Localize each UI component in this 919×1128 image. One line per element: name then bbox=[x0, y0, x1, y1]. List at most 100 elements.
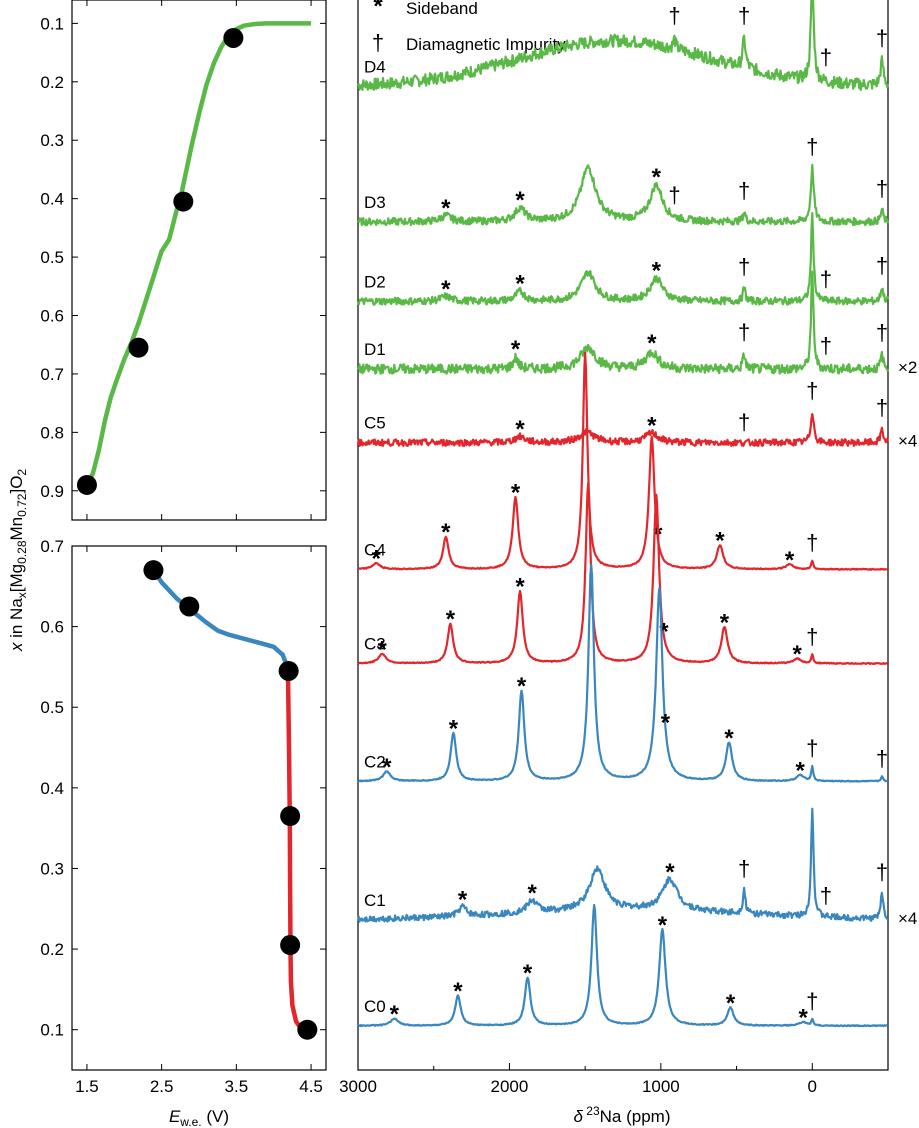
impurity-marker: † bbox=[738, 178, 750, 203]
y-tick-label: 0.9 bbox=[40, 482, 64, 501]
y-tick-label: 0.4 bbox=[40, 190, 64, 209]
impurity-marker: † bbox=[738, 320, 750, 345]
spectrum-label: D2 bbox=[364, 272, 386, 291]
spectrum-label: D3 bbox=[364, 193, 386, 212]
legend-sideband-label: Sideband bbox=[406, 0, 478, 18]
sample-point bbox=[128, 337, 149, 358]
impurity-marker: † bbox=[668, 182, 680, 207]
sideband-marker: * bbox=[652, 257, 662, 284]
y-tick-label: 0.1 bbox=[40, 1021, 64, 1040]
x-tick-label: 0 bbox=[808, 1077, 817, 1096]
y-tick-label: 0.2 bbox=[40, 940, 64, 959]
sample-point bbox=[143, 560, 164, 581]
impurity-marker: † bbox=[806, 530, 818, 555]
impurity-marker: † bbox=[876, 320, 888, 345]
nmr-spectra-chart: 3000 2000 1000 0 * Sideband † Diamagnetic Impur… bbox=[339, 0, 917, 1096]
sideband-marker: * bbox=[795, 757, 805, 784]
sample-point bbox=[278, 660, 299, 681]
sideband-marker: * bbox=[515, 187, 525, 214]
sideband-marker: * bbox=[652, 164, 662, 191]
impurity-marker: † bbox=[876, 176, 888, 201]
scale-factor-label: ×2 bbox=[898, 358, 917, 377]
sideband-marker: * bbox=[715, 527, 725, 554]
y-tick-label: 0.4 bbox=[40, 779, 64, 798]
voltage-curve-red bbox=[285, 668, 309, 1032]
voltage-curve-blue bbox=[151, 568, 291, 670]
y-tick-label: 0.7 bbox=[40, 537, 64, 556]
sideband-marker: * bbox=[720, 610, 730, 637]
y-tick-label: 0.8 bbox=[40, 423, 64, 442]
spectrum-label: D4 bbox=[364, 57, 386, 76]
legend-star-symbol: * bbox=[373, 0, 383, 20]
spectrum-c5 bbox=[356, 413, 890, 447]
top-left-chart: 0.1 0.2 0.3 0.4 0.5 0.6 0.7 0.8 0.9 bbox=[40, 0, 326, 520]
sideband-marker: * bbox=[446, 606, 456, 633]
impurity-marker: † bbox=[820, 267, 832, 292]
y-tick-label: 0.7 bbox=[40, 365, 64, 384]
right-plot-frame bbox=[357, 0, 889, 1071]
sample-point bbox=[280, 935, 301, 956]
sideband-marker: * bbox=[449, 715, 459, 742]
x-tick-label: 1.5 bbox=[75, 1077, 99, 1096]
sideband-marker: * bbox=[515, 271, 525, 298]
spectrum-d1 bbox=[357, 270, 890, 375]
spectrum-d3 bbox=[357, 163, 889, 227]
sideband-marker: * bbox=[792, 641, 802, 668]
sample-point bbox=[76, 474, 97, 495]
sideband-marker: * bbox=[726, 990, 736, 1017]
sideband-marker: * bbox=[724, 725, 734, 752]
impurity-marker: † bbox=[876, 395, 888, 420]
spectrum-c2 bbox=[357, 563, 889, 783]
spectrum-c4 bbox=[357, 351, 889, 571]
y-tick-label: 0.2 bbox=[40, 73, 64, 92]
impurity-marker: † bbox=[738, 254, 750, 279]
legend-dagger-symbol: † bbox=[372, 30, 384, 55]
legend-impurity-label: Diamagnetic Impurity bbox=[406, 35, 566, 54]
impurity-marker: † bbox=[876, 859, 888, 884]
x-tick-label: 2.5 bbox=[150, 1077, 174, 1096]
bottom-left-plot-frame bbox=[71, 545, 327, 1071]
voltage-curve bbox=[84, 21, 312, 486]
y-tick-label: 0.5 bbox=[40, 248, 64, 267]
sideband-marker: * bbox=[647, 413, 657, 440]
y-tick-label: 0.1 bbox=[40, 14, 64, 33]
impurity-marker: † bbox=[806, 988, 818, 1013]
x-tick-label: 2000 bbox=[491, 1077, 529, 1096]
spectrum-label: C2 bbox=[364, 752, 386, 771]
impurity-marker: † bbox=[876, 746, 888, 771]
sideband-marker: * bbox=[659, 618, 669, 645]
sideband-marker: * bbox=[799, 1004, 809, 1031]
sideband-marker: * bbox=[658, 912, 668, 939]
spectrum-d4 bbox=[357, 0, 890, 92]
impurity-marker: † bbox=[806, 624, 818, 649]
x-tick-label: 3000 bbox=[339, 1077, 377, 1096]
sideband-marker: * bbox=[785, 547, 795, 574]
y-tick-label: 0.3 bbox=[40, 859, 64, 878]
x-tick-label: 1000 bbox=[642, 1077, 680, 1096]
sideband-marker: * bbox=[647, 330, 657, 357]
sample-point bbox=[179, 596, 200, 617]
spectrum-label: D1 bbox=[364, 340, 386, 359]
impurity-marker: † bbox=[820, 44, 832, 69]
spectrum-label: C3 bbox=[364, 635, 386, 654]
impurity-marker: † bbox=[738, 409, 750, 434]
left-x-axis-label: Ew.e. (V) bbox=[169, 1107, 229, 1128]
sideband-marker: * bbox=[517, 673, 527, 700]
impurity-marker: † bbox=[820, 883, 832, 908]
sideband-marker: * bbox=[458, 886, 468, 913]
sideband-marker: * bbox=[390, 1001, 400, 1028]
impurity-marker: † bbox=[876, 25, 888, 50]
spectrum-label: C5 bbox=[364, 414, 386, 433]
sideband-marker: * bbox=[511, 336, 521, 363]
x-tick-label: 3.5 bbox=[225, 1077, 249, 1096]
impurity-marker: † bbox=[806, 736, 818, 761]
y-tick-label: 0.5 bbox=[40, 698, 64, 717]
sideband-marker: * bbox=[441, 519, 451, 546]
sideband-marker: * bbox=[661, 709, 671, 736]
impurity-marker: † bbox=[738, 856, 750, 881]
sideband-marker: * bbox=[441, 195, 451, 222]
sideband-marker: * bbox=[515, 574, 525, 601]
spectrum-c0 bbox=[357, 903, 889, 1028]
scale-factor-label: ×4 bbox=[898, 909, 917, 928]
impurity-marker: † bbox=[820, 333, 832, 358]
